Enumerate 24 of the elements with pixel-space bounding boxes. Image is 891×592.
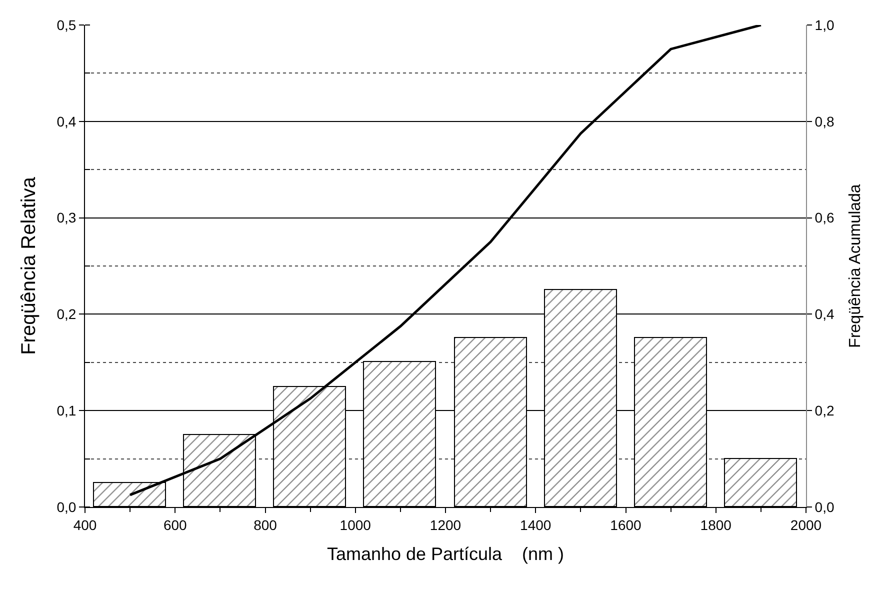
x-tick-label: 1200 (430, 516, 462, 533)
x-tick-label: 2000 (790, 516, 822, 533)
y2-tick-label: 0,2 (814, 402, 834, 418)
y2-tick-label: 0,6 (814, 210, 834, 226)
x-tick-label: 1600 (610, 516, 642, 533)
y2-axis-title: Freqüência Acumulada (847, 184, 864, 348)
y2-tick-label: 0,8 (814, 113, 834, 130)
x-tick-label: 400 (73, 516, 97, 533)
x-tick-label: 600 (163, 516, 188, 533)
x-axis-title: Tamanho de Partícula (nm ) (326, 544, 564, 564)
x-tick-label: 1000 (340, 516, 372, 533)
y2-tick-label: 0,0 (814, 498, 834, 515)
x-tick-label: 1800 (700, 516, 732, 533)
y-axis-title: Freqüência Relativa (18, 176, 40, 355)
y-tick-label: 0,3 (56, 210, 76, 226)
y-tick-label: 0,4 (56, 113, 76, 130)
y2-tick-label: 1,0 (814, 16, 834, 33)
y-tick-label: 0,0 (56, 498, 76, 515)
x-tick-label: 800 (254, 516, 278, 533)
y-tick-label: 0,1 (56, 402, 76, 418)
y2-tick-label: 0,4 (814, 306, 834, 322)
y-tick-label: 0,5 (56, 16, 76, 33)
x-tick-label: 1400 (520, 516, 552, 533)
y-tick-label: 0,2 (56, 306, 76, 322)
